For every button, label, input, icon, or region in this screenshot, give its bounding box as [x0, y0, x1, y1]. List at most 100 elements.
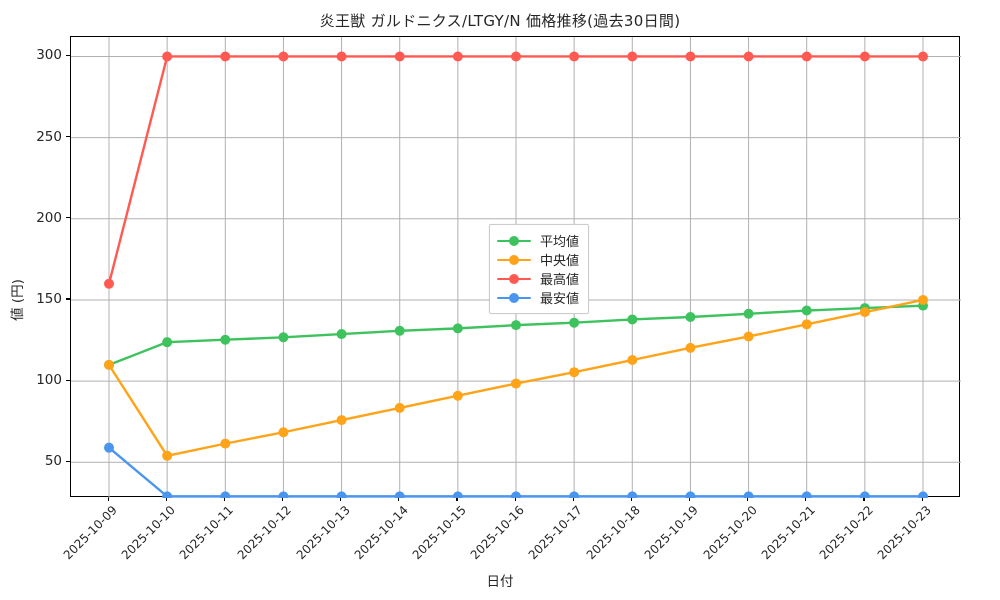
data-point-marker — [104, 442, 114, 453]
x-axis-tick-label: 2025-10-15 — [409, 503, 469, 563]
y-axis-tick-label: 100 — [36, 372, 62, 389]
data-point-marker — [569, 317, 580, 328]
x-axis-tick-mark — [572, 497, 574, 501]
x-axis-tick-mark — [688, 497, 691, 501]
chart-legend: 平均値中央値最高値最安値 — [489, 224, 590, 314]
data-point-marker — [627, 355, 638, 366]
legend-item[interactable]: 最安値 — [497, 288, 579, 307]
data-point-marker — [569, 51, 580, 62]
x-axis-tick-label: 2025-10-21 — [758, 503, 818, 563]
data-point-marker — [743, 308, 754, 319]
data-point-marker — [627, 314, 638, 325]
x-axis-tick-mark — [340, 497, 342, 501]
data-point-marker — [569, 367, 580, 378]
x-axis-tick-label: 2025-10-18 — [583, 503, 644, 563]
x-axis-tick-mark — [398, 497, 400, 501]
data-point-marker — [336, 415, 347, 426]
x-axis-tick-mark — [223, 497, 225, 501]
data-point-marker — [685, 491, 696, 498]
legend-item[interactable]: 平均値 — [497, 231, 579, 250]
data-point-marker — [801, 305, 812, 316]
data-point-marker — [859, 491, 870, 498]
data-point-marker — [220, 491, 231, 498]
data-point-marker — [918, 51, 928, 62]
y-axis-tick-mark — [66, 54, 70, 57]
y-axis-tick-mark — [66, 379, 70, 381]
data-point-marker — [162, 51, 173, 62]
plot-area — [70, 36, 961, 498]
data-point-marker — [918, 294, 928, 305]
data-point-marker — [452, 51, 463, 62]
x-axis-tick-mark — [281, 497, 284, 501]
data-series-layer — [104, 51, 928, 498]
data-point-marker — [859, 51, 870, 62]
data-point-marker — [162, 337, 173, 348]
x-axis-tick-mark — [107, 497, 109, 501]
x-axis-tick-label: 2025-10-19 — [642, 503, 702, 563]
data-point-marker — [511, 320, 521, 331]
data-point-marker — [743, 331, 754, 342]
data-point-marker — [452, 491, 463, 498]
data-point-marker — [394, 325, 405, 336]
legend-item-label: 最安値 — [540, 292, 580, 307]
data-point-marker — [685, 312, 696, 323]
data-point-marker — [452, 323, 463, 334]
data-point-marker — [685, 342, 696, 353]
data-point-marker — [743, 491, 754, 498]
data-point-marker — [336, 491, 347, 498]
data-point-marker — [278, 51, 289, 62]
data-point-marker — [394, 491, 405, 498]
data-point-marker — [569, 491, 580, 498]
x-axis-tick-mark — [863, 497, 865, 501]
x-axis-tick-label: 2025-10-09 — [60, 503, 120, 563]
legend-item-label: 中央値 — [540, 254, 580, 269]
x-axis-tick-mark — [630, 497, 632, 501]
x-axis-tick-label: 2025-10-12 — [235, 503, 295, 563]
chart-title: 炎王獣 ガルドニクス/LTGY/N 価格推移(過去30日間) — [319, 12, 681, 30]
x-axis-tick-label: 2025-10-17 — [525, 503, 586, 563]
legend-marker-icon — [497, 253, 531, 267]
x-axis-tick-label: 2025-10-14 — [351, 503, 411, 563]
data-point-marker — [104, 359, 114, 370]
legend-marker-icon — [497, 291, 531, 305]
data-point-marker — [452, 390, 463, 401]
x-axis-tick-label: 2025-10-20 — [700, 503, 760, 563]
data-point-marker — [743, 51, 754, 62]
data-point-marker — [511, 51, 521, 62]
data-point-marker — [859, 307, 870, 318]
legend-marker-icon — [497, 272, 531, 286]
y-axis-tick-mark — [66, 460, 70, 462]
legend-marker-icon — [497, 234, 531, 248]
data-point-marker — [394, 51, 405, 62]
data-point-marker — [336, 51, 347, 62]
data-point-marker — [220, 334, 231, 345]
y-axis-tick-label: 300 — [36, 47, 62, 64]
x-axis-tick-mark — [747, 497, 749, 501]
legend-item[interactable]: 最高値 — [497, 269, 579, 288]
x-axis-tick-label: 2025-10-16 — [467, 503, 527, 563]
x-axis-tick-mark — [514, 497, 516, 501]
y-axis-tick-mark — [66, 298, 70, 300]
y-axis-tick-label: 250 — [36, 128, 62, 145]
data-point-marker — [220, 438, 231, 449]
x-axis-tick-mark — [921, 497, 923, 501]
y-axis-tick-label: 50 — [44, 453, 62, 470]
data-point-marker — [162, 491, 173, 498]
data-point-marker — [685, 51, 696, 62]
data-point-marker — [511, 378, 521, 389]
data-point-marker — [278, 491, 289, 498]
legend-item[interactable]: 中央値 — [497, 250, 579, 269]
legend-item-label: 平均値 — [540, 235, 580, 250]
data-point-marker — [220, 51, 231, 62]
legend-item-label: 最高値 — [540, 273, 580, 288]
x-axis-label: 日付 — [486, 574, 514, 590]
data-point-marker — [162, 450, 173, 461]
x-axis-tick-label: 2025-10-11 — [176, 503, 237, 563]
y-axis-tick-label: 150 — [36, 290, 62, 307]
x-axis-tick-label: 2025-10-22 — [816, 503, 876, 563]
y-axis-tick-label: 200 — [36, 209, 62, 226]
plot-svg — [71, 37, 961, 498]
y-axis-tick-mark — [66, 217, 70, 219]
x-axis-tick-mark — [456, 497, 458, 501]
